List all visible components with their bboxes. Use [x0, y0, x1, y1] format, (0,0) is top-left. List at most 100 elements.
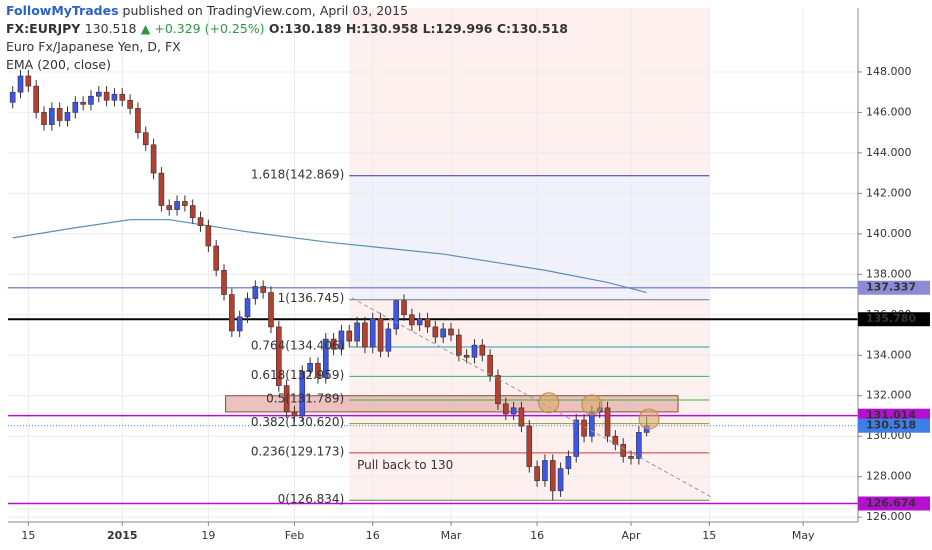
x-tick-label: 16 — [366, 529, 380, 542]
candle-body — [534, 466, 540, 482]
candle-body — [103, 91, 110, 101]
candle-body — [362, 322, 368, 348]
fib-label: 0.618(132.959) — [251, 368, 344, 382]
chart-title: Euro Fx/Japanese Yen, D, FX — [6, 39, 181, 54]
y-tick-label: 142.000 — [866, 186, 912, 199]
fib-label: 0(126.834) — [278, 492, 345, 506]
candle-body — [424, 318, 431, 328]
fib-label: 0.382(130.620) — [251, 415, 344, 429]
candle-body — [268, 292, 274, 328]
candle-body — [49, 108, 55, 125]
candle-body — [127, 99, 133, 109]
candle-body — [229, 294, 235, 332]
candle-body — [236, 316, 243, 332]
candle-body — [604, 407, 611, 437]
candle-body — [557, 468, 564, 492]
candle-body — [589, 411, 595, 437]
candle-body — [369, 318, 376, 348]
x-tick-label: 15 — [21, 529, 35, 542]
level-label-box — [858, 496, 930, 511]
candle-body — [409, 314, 415, 326]
candle-body — [189, 205, 196, 218]
candle-body — [135, 108, 141, 133]
highlight-circle — [538, 392, 560, 414]
candle-body — [244, 298, 251, 318]
candle-body — [307, 363, 313, 372]
highlight-circle — [638, 408, 660, 430]
trend-line — [351, 297, 714, 499]
symbol: FX:EURJPY — [6, 21, 81, 36]
candle-body — [283, 385, 290, 413]
candle-body — [299, 371, 306, 417]
indicator-label: EMA (200, close) — [6, 57, 111, 72]
main-layer — [8, 69, 858, 505]
candle-body — [549, 460, 556, 492]
candle-body — [479, 344, 486, 356]
fib-label: 0.764(134.406) — [251, 339, 344, 353]
candle-body — [510, 407, 517, 415]
candle-body — [573, 419, 580, 457]
y-tick-label: 134.000 — [866, 348, 912, 361]
y-tick-label: 138.000 — [866, 267, 912, 280]
candle-body — [440, 328, 446, 338]
x-tick-label: 19 — [201, 529, 215, 542]
candle-body — [25, 75, 32, 87]
x-tick-label: Apr — [622, 529, 642, 542]
candle-body — [197, 217, 204, 227]
candle-body — [221, 269, 227, 295]
y-tick-label: 132.000 — [866, 389, 912, 402]
candle-body — [628, 456, 634, 459]
candle-body — [518, 407, 525, 427]
level-label-box — [858, 418, 930, 433]
candle-body — [612, 435, 619, 445]
candle-body — [315, 363, 321, 378]
y-tick-label: 148.000 — [866, 65, 912, 78]
y-tick-label: 146.000 — [866, 105, 912, 118]
x-tick-label: 15 — [702, 529, 716, 542]
candle-body — [330, 338, 337, 350]
open: O:130.189 — [268, 21, 342, 36]
candle-body — [174, 201, 180, 210]
candle-body — [182, 201, 188, 206]
candle-body — [213, 245, 219, 271]
candle-body — [377, 318, 384, 352]
level-label: 126.674 — [866, 497, 916, 510]
fib-label: 1.618(142.869) — [251, 167, 344, 181]
candle-body — [401, 300, 407, 316]
candle-body — [142, 132, 149, 146]
highlight-circle — [581, 394, 603, 416]
candle-body — [565, 456, 572, 469]
level-label-box — [858, 280, 930, 295]
candle-body — [393, 300, 400, 330]
candle-body — [385, 328, 392, 352]
candle-body — [487, 354, 493, 376]
level-label: 131.014 — [866, 409, 916, 422]
x-tick-label: May — [792, 529, 815, 542]
level-label: 137.337 — [866, 281, 916, 294]
candle-body — [166, 205, 173, 210]
candle-body — [448, 328, 454, 336]
candle-body — [260, 286, 266, 293]
candle-body — [463, 354, 470, 358]
candle-body — [456, 334, 462, 356]
candle-body — [252, 286, 259, 299]
fib-label: 0.236(129.173) — [251, 444, 344, 458]
fib-band — [349, 175, 710, 300]
candle-body — [636, 432, 642, 459]
x-tick-label: 2015 — [107, 529, 138, 542]
ema-line — [12, 219, 647, 294]
published: published on TradingView.com, April 03, … — [122, 3, 409, 18]
background-layer — [8, 8, 858, 522]
candle-body — [72, 102, 79, 113]
price: 130.518 — [84, 21, 137, 36]
candle-body — [471, 344, 478, 358]
author: FollowMyTrades — [6, 3, 119, 18]
x-tick-label: Mar — [441, 529, 462, 542]
candle-body — [119, 93, 126, 101]
candle-body — [495, 375, 501, 405]
y-tick-label: 144.000 — [866, 146, 912, 159]
x-tick-label: 16 — [530, 529, 544, 542]
top-layer: 126.000128.000130.000132.000134.000136.0… — [8, 8, 930, 542]
header: FollowMyTrades published on TradingView.… — [6, 2, 568, 74]
candle-body — [9, 91, 16, 103]
